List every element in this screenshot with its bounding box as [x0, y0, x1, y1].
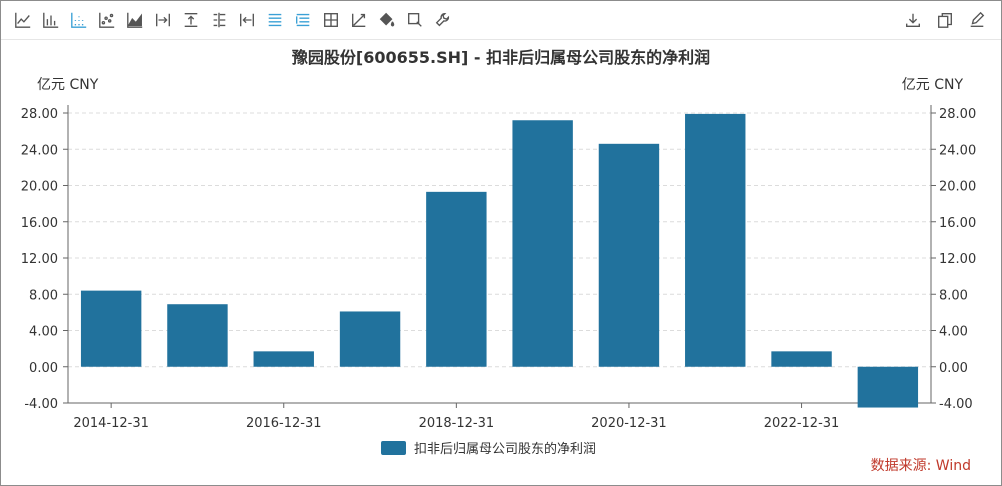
y-axis-unit-left: 亿元 CNY — [37, 77, 99, 93]
rows-list-tool[interactable] — [265, 10, 285, 30]
line-chart-tool[interactable] — [13, 10, 33, 30]
y-tick-label-left: 0.00 — [29, 361, 58, 376]
bar-2017-12-31[interactable] — [339, 311, 401, 367]
push-right-tool[interactable] — [153, 10, 173, 30]
y-tick-label-left: 24.00 — [21, 143, 58, 158]
bar-2015-12-31[interactable] — [167, 304, 228, 367]
x-tick-label: 2020-12-31 — [591, 416, 667, 431]
bar-2020-12-31[interactable] — [598, 143, 660, 367]
rows-list-icon — [268, 13, 282, 27]
y-tick-label-left: 20.00 — [21, 180, 58, 195]
y-axis-unit-right: 亿元 CNY — [902, 77, 964, 93]
paint-bucket-icon — [379, 12, 395, 27]
y-tick-label-left: 16.00 — [21, 216, 58, 231]
push-left-tool[interactable] — [237, 10, 257, 30]
area-chart-tool[interactable] — [125, 10, 145, 30]
x-tick-label: 2014-12-31 — [73, 416, 149, 431]
edit-tool[interactable] — [967, 10, 987, 30]
tick-labels: 28.00 28.00 24.00 24.00 20.00 20.00 16.00 16.00… — [21, 107, 976, 431]
y-tick-label-right: 16.00 — [939, 216, 976, 231]
align-list-icon — [213, 12, 226, 28]
zoom-tool[interactable] — [405, 10, 425, 30]
align-list-tool[interactable] — [209, 10, 229, 30]
wrench-tool[interactable] — [433, 10, 453, 30]
crosshair-icon — [324, 13, 338, 27]
wrench-icon — [435, 13, 450, 27]
download-tool[interactable] — [903, 10, 923, 30]
toolbar — [1, 1, 1001, 40]
indent-list-tool[interactable] — [293, 10, 313, 30]
line-chart-icon — [15, 12, 31, 28]
export-tools — [903, 10, 987, 30]
bar-2022-12-31[interactable] — [771, 351, 832, 367]
y-tick-label-right: 24.00 — [939, 143, 976, 158]
trend-icon — [352, 13, 366, 27]
edit-icon — [970, 11, 985, 27]
crosshair-tool[interactable] — [321, 10, 341, 30]
y-tick-label-left: 4.00 — [29, 325, 58, 340]
bar-2021-12-31[interactable] — [685, 113, 746, 367]
area-chart-icon — [127, 12, 143, 28]
y-tick-label-right: 20.00 — [939, 180, 976, 195]
x-tick-label: 2022-12-31 — [764, 416, 840, 431]
scatter-chart-tool[interactable] — [97, 10, 117, 30]
paint-bucket-tool[interactable] — [377, 10, 397, 30]
trend-tool[interactable] — [349, 10, 369, 30]
bar-2019-12-31[interactable] — [512, 120, 573, 367]
bar-2023-12-31[interactable] — [857, 366, 919, 408]
bar-chart-tool[interactable] — [41, 10, 61, 30]
push-left-icon — [240, 13, 254, 27]
push-right-icon — [156, 13, 170, 27]
x-tick-label: 2016-12-31 — [246, 416, 322, 431]
push-top-tool[interactable] — [181, 10, 201, 30]
data-source: 数据来源: Wind — [870, 458, 971, 474]
bar-series — [80, 113, 919, 408]
y-tick-label-left: 12.00 — [21, 252, 58, 267]
legend-label: 扣非后归属母公司股东的净利润 — [414, 441, 596, 457]
download-icon — [906, 13, 920, 27]
bar-chart: 豫园股份[600655.SH] - 扣非后归属母公司股东的净利润 亿元 CNY … — [21, 48, 976, 457]
chart-title: 豫园股份[600655.SH] - 扣非后归属母公司股东的净利润 — [292, 48, 710, 67]
y-tick-label-right: 12.00 — [939, 252, 976, 267]
dot-bar-chart-icon — [71, 12, 87, 28]
legend[interactable]: 扣非后归属母公司股东的净利润 — [381, 441, 596, 457]
x-tick-label: 2018-12-31 — [419, 416, 495, 431]
legend-swatch — [381, 441, 406, 455]
y-tick-label-left: 8.00 — [29, 288, 58, 303]
y-tick-label-right: 28.00 — [939, 107, 976, 122]
bar-2014-12-31[interactable] — [80, 290, 142, 367]
dot-bar-chart-tool[interactable] — [69, 10, 89, 30]
y-tick-label-right: 8.00 — [939, 288, 968, 303]
push-top-icon — [184, 13, 198, 27]
chart-type-tools — [13, 10, 453, 30]
y-tick-label-left: 28.00 — [21, 107, 58, 122]
bar-2018-12-31[interactable] — [426, 191, 487, 367]
scatter-chart-icon — [99, 12, 115, 28]
copy-icon — [938, 13, 952, 28]
y-tick-label-left: -4.00 — [24, 397, 58, 412]
indent-list-icon — [296, 13, 310, 27]
axes — [63, 105, 936, 408]
y-tick-label-right: 0.00 — [939, 361, 968, 376]
copy-tool[interactable] — [935, 10, 955, 30]
y-tick-label-right: 4.00 — [939, 325, 968, 340]
bar-chart-icon — [43, 12, 59, 28]
y-tick-label-right: -4.00 — [939, 397, 973, 412]
zoom-icon — [408, 13, 422, 27]
bar-2016-12-31[interactable] — [253, 351, 314, 367]
